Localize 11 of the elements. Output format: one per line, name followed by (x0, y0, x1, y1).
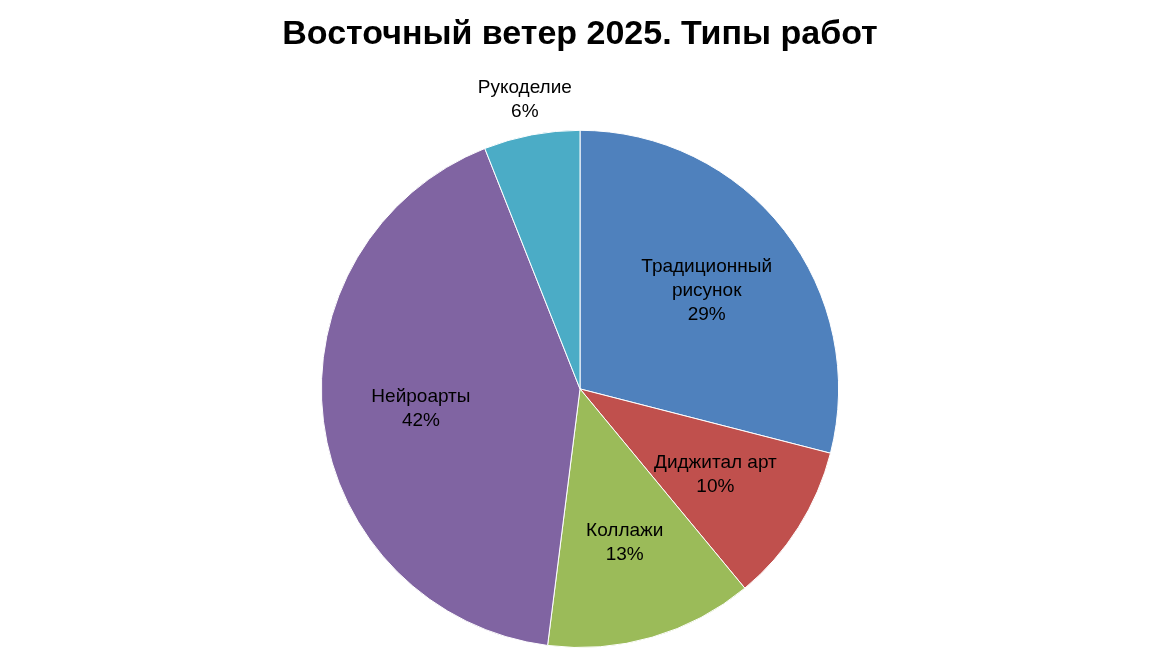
slice-label: Коллажи (586, 519, 664, 541)
slice-label: Традиционный рисунок (641, 254, 773, 300)
chart-title: Восточный ветер 2025. Типы работ (282, 12, 878, 51)
data-label: 42% (401, 409, 441, 431)
slice-label: Рукоделие (477, 75, 572, 97)
slice-label: Нейроарты (371, 385, 471, 407)
data-label: 13% (605, 543, 644, 565)
data-label: 6% (511, 99, 539, 121)
data-label: 29% (687, 302, 726, 324)
slice-label: Диджитал арт (654, 451, 778, 473)
data-label: 10% (696, 475, 735, 497)
